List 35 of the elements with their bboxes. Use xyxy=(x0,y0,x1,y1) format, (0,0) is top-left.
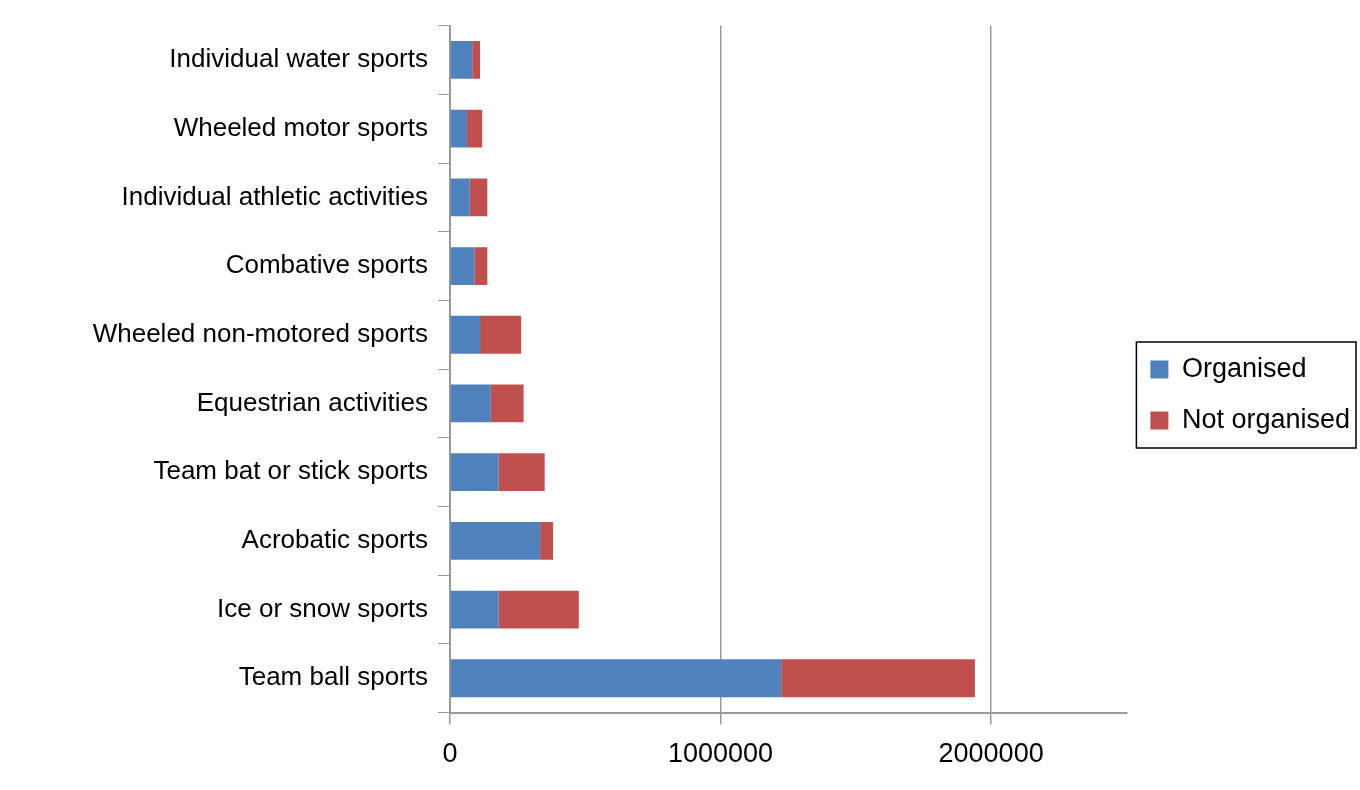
x-tick-label: 2000000 xyxy=(938,738,1044,769)
bar xyxy=(480,315,522,354)
y-tick-label: Team ball sports xyxy=(238,661,428,692)
legend-label: Not organised xyxy=(1181,403,1351,434)
bar xyxy=(498,590,579,629)
y-tick-label: Individual athletic activities xyxy=(121,180,428,211)
x-tick-label: 0 xyxy=(442,738,458,769)
y-tick-label: Equestrian activities xyxy=(196,386,428,417)
bar xyxy=(450,247,475,285)
y-tick-label: Team bat or stick sports xyxy=(153,455,428,486)
y-tick-label: Ice or snow sports xyxy=(217,592,428,623)
bar xyxy=(450,41,473,79)
bar xyxy=(450,590,499,629)
bar xyxy=(467,109,483,148)
y-tick-label: Combative sports xyxy=(225,249,428,280)
bar xyxy=(472,41,481,79)
bar xyxy=(450,315,481,354)
legend-label: Organised xyxy=(1181,352,1307,383)
bar xyxy=(490,384,524,423)
bar xyxy=(450,109,468,148)
bar xyxy=(540,521,554,560)
bar xyxy=(474,247,488,285)
y-tick-label: Wheeled non-motored sports xyxy=(92,317,428,348)
y-tick-label: Individual water sports xyxy=(169,43,428,74)
x-tick-label: 1000000 xyxy=(668,738,774,769)
bar xyxy=(450,453,499,492)
y-tick-label: Wheeled motor sports xyxy=(173,111,428,142)
y-tick-label: Acrobatic sports xyxy=(241,524,428,555)
bar xyxy=(450,659,782,698)
bar xyxy=(450,178,470,217)
bar xyxy=(469,178,488,217)
bar xyxy=(450,384,491,423)
bar xyxy=(450,521,541,560)
bar xyxy=(498,453,545,492)
bar xyxy=(781,659,975,698)
